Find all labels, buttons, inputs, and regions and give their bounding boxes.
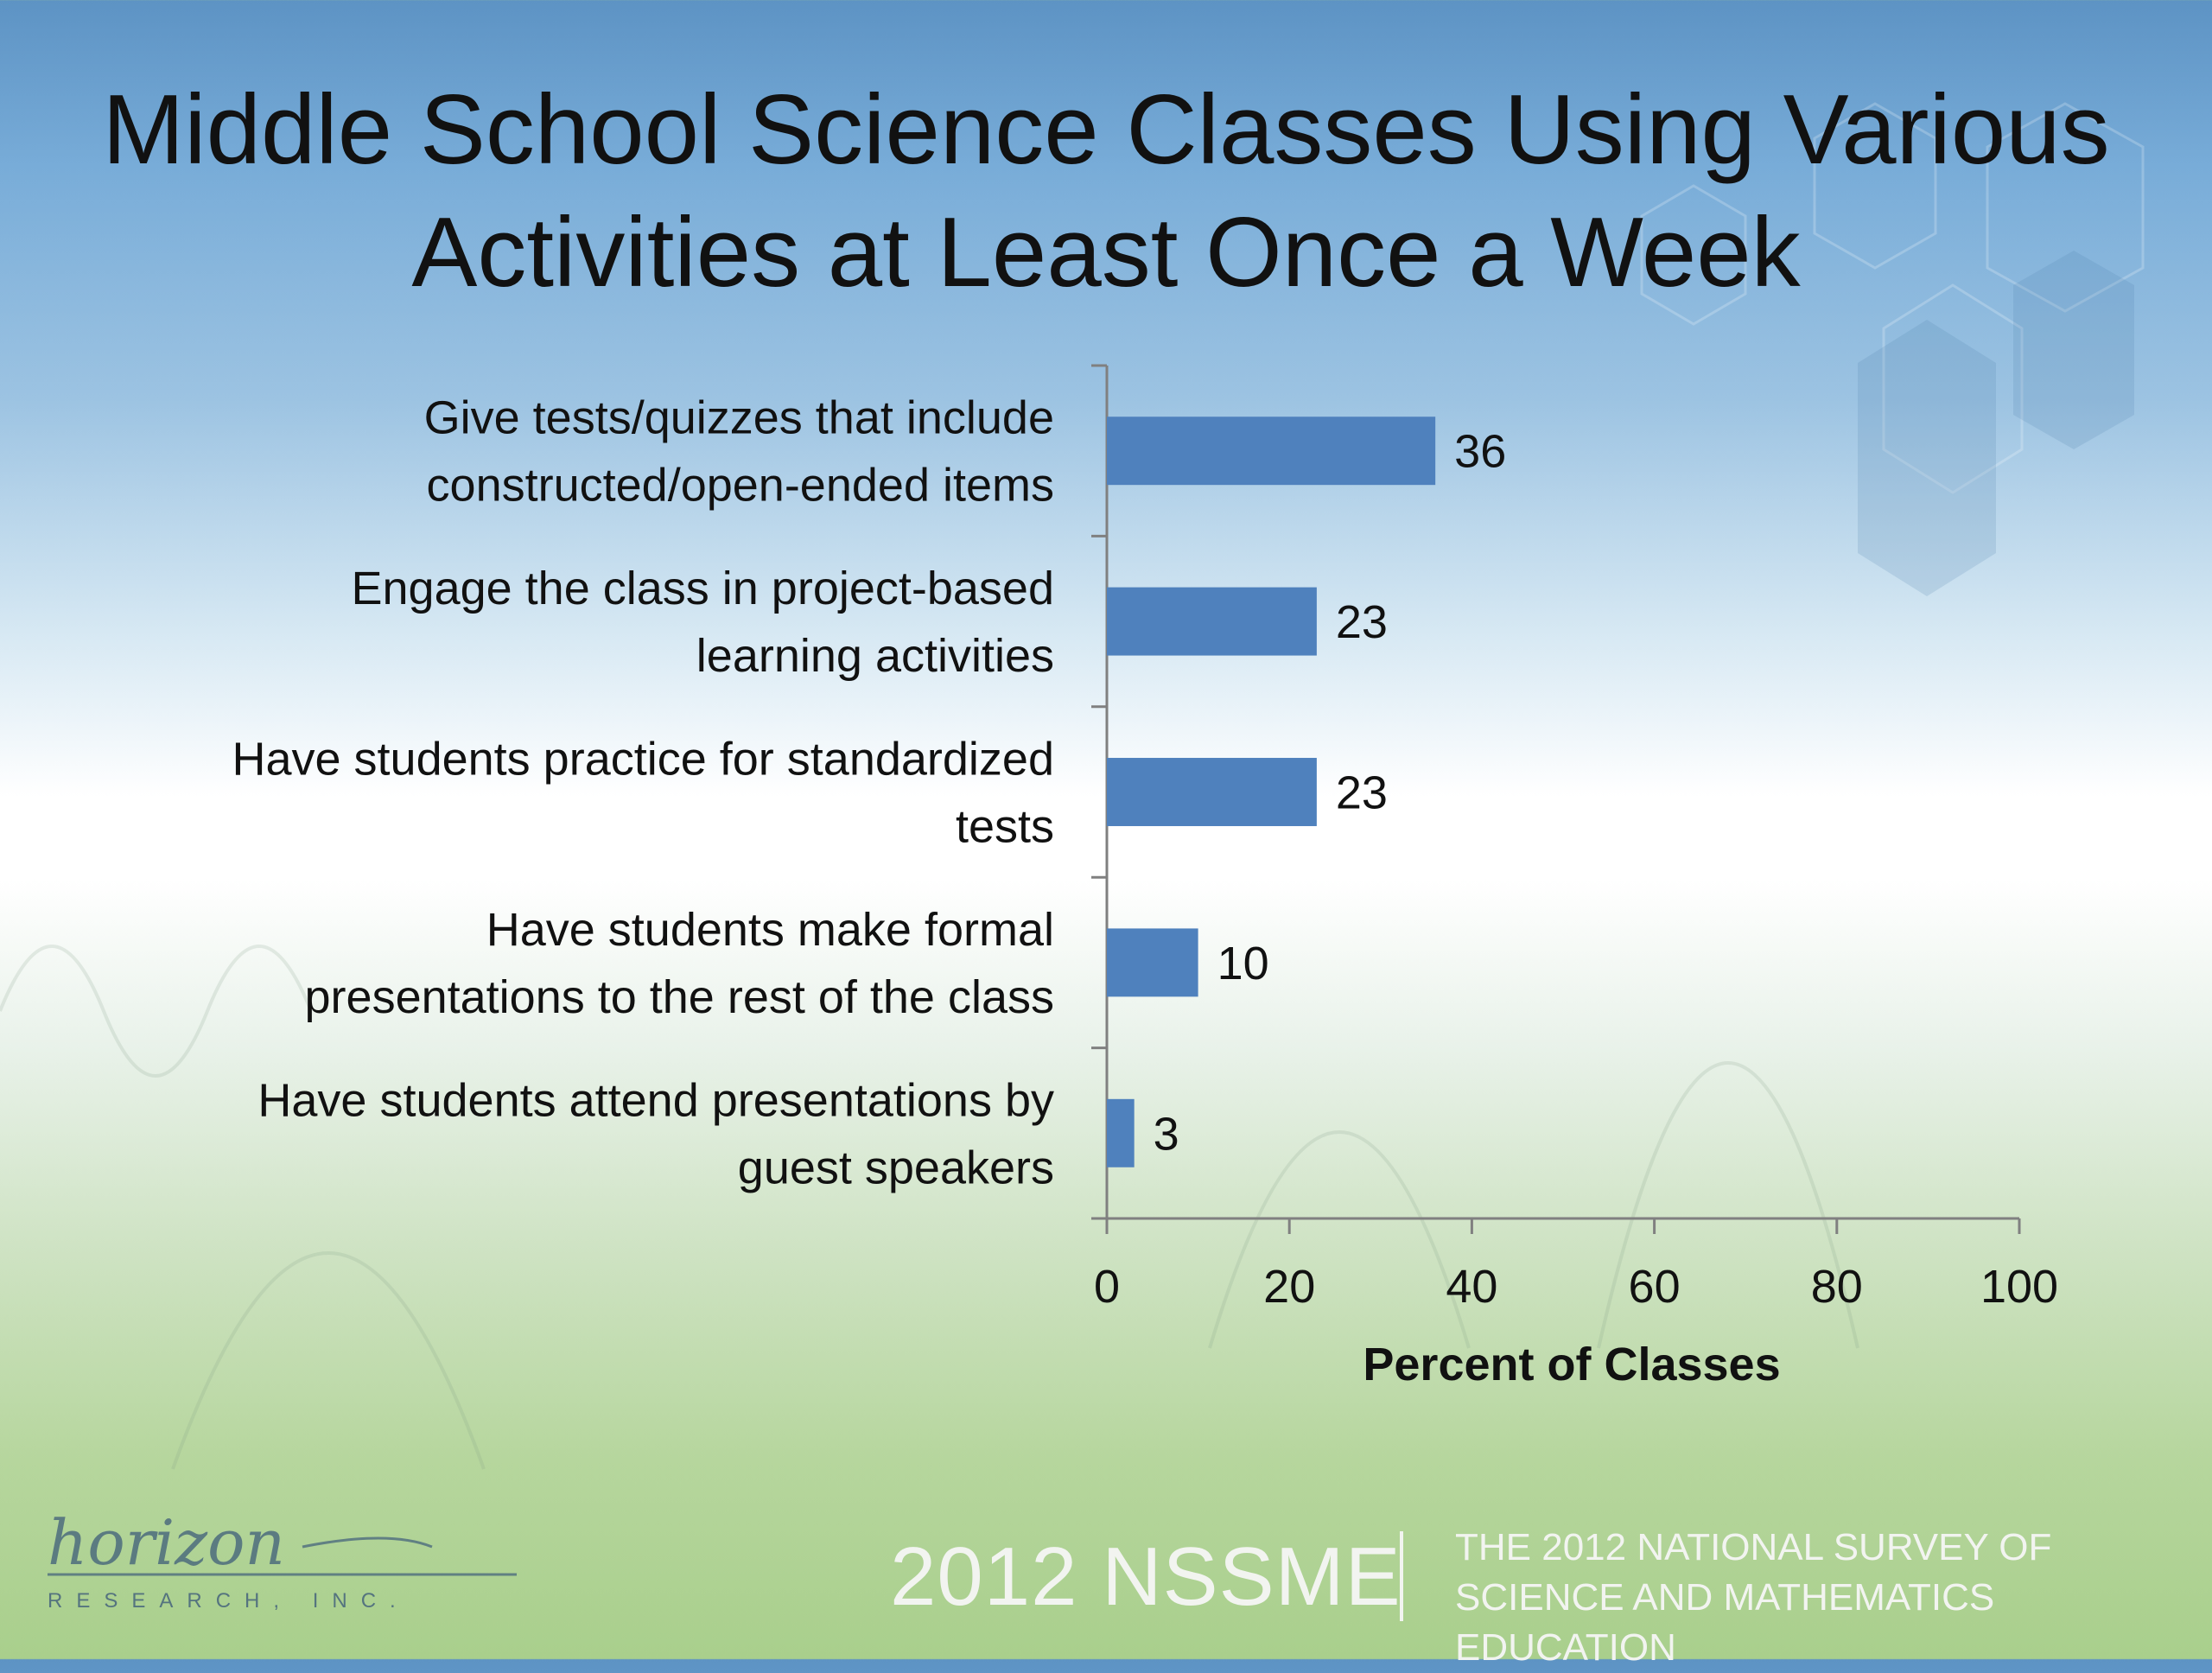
svg-text:horizon: horizon bbox=[48, 1506, 285, 1579]
category-label: Have students attend presentations by bbox=[257, 1074, 1054, 1126]
tagline-line-2: SCIENCE AND MATHEMATICS EDUCATION bbox=[1455, 1576, 1995, 1669]
category-label: Have students practice for standardized bbox=[232, 734, 1054, 786]
horizon-research-logo: horizon RESEARCH, INC. bbox=[48, 1506, 517, 1613]
category-label: Engage the class in project-based bbox=[351, 563, 1054, 614]
category-label: constructed/open-ended items bbox=[427, 460, 1054, 512]
slide-title: Middle School Science Classes Using Vari… bbox=[102, 75, 2110, 308]
bar bbox=[1107, 587, 1317, 656]
data-label: 36 bbox=[1454, 426, 1506, 478]
data-label: 10 bbox=[1217, 938, 1269, 989]
tagline-line-1: THE 2012 NATIONAL SURVEY OF bbox=[1455, 1526, 2052, 1568]
category-label: guest speakers bbox=[738, 1142, 1054, 1193]
x-tick-label: 80 bbox=[1811, 1261, 1863, 1313]
category-label: learning activities bbox=[696, 630, 1054, 682]
data-label: 3 bbox=[1154, 1108, 1179, 1160]
bar bbox=[1107, 417, 1436, 486]
bar bbox=[1107, 758, 1317, 826]
brand-separator bbox=[1400, 1531, 1403, 1621]
data-label: 23 bbox=[1336, 596, 1388, 648]
category-label: Give tests/quizzes that include bbox=[424, 392, 1054, 444]
x-tick-label: 0 bbox=[1094, 1261, 1120, 1313]
category-label: tests bbox=[956, 801, 1054, 853]
data-label: 23 bbox=[1336, 767, 1388, 819]
x-tick-label: 20 bbox=[1263, 1261, 1315, 1313]
bar bbox=[1107, 928, 1198, 997]
category-label: Have students make formal bbox=[486, 904, 1054, 956]
x-axis-title: Percent of Classes bbox=[1363, 1339, 1780, 1390]
x-tick-label: 40 bbox=[1446, 1261, 1497, 1313]
x-tick-label: 60 bbox=[1629, 1261, 1681, 1313]
bar bbox=[1107, 1098, 1135, 1167]
survey-tagline: THE 2012 NATIONAL SURVEY OF SCIENCE AND … bbox=[1455, 1523, 2212, 1673]
nssme-brand: 2012 NSSME bbox=[890, 1530, 1402, 1623]
category-label: presentations to the rest of the class bbox=[305, 971, 1054, 1023]
svg-text:RESEARCH, INC.: RESEARCH, INC. bbox=[48, 1589, 410, 1613]
x-tick-label: 100 bbox=[1980, 1261, 2058, 1313]
